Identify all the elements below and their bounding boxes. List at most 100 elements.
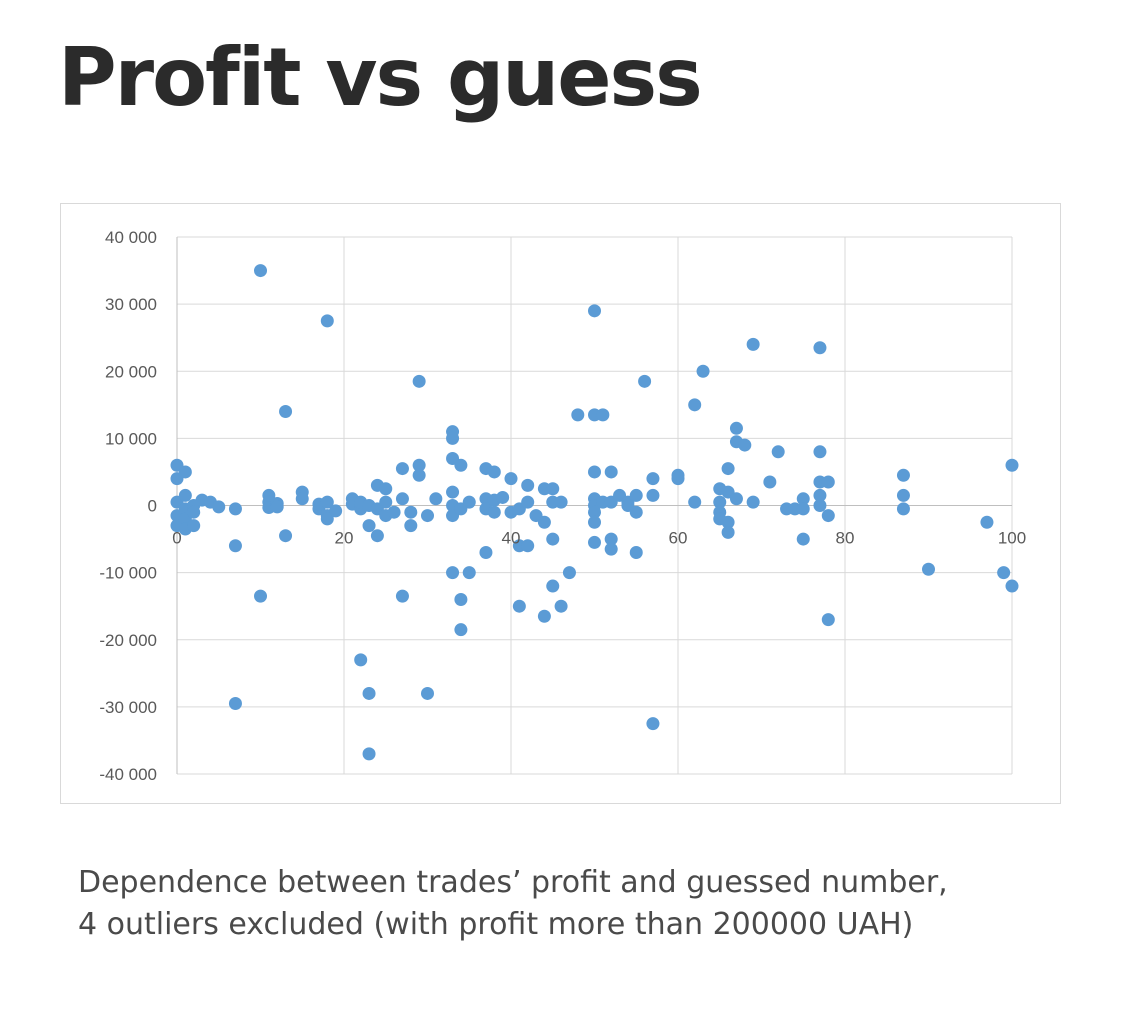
data-point (412, 374, 426, 388)
data-point (554, 599, 568, 613)
data-point (379, 482, 393, 496)
data-point (537, 515, 551, 529)
data-point (896, 468, 910, 482)
data-point (254, 589, 267, 603)
data-point (270, 500, 284, 514)
data-point (454, 458, 468, 472)
data-point (320, 512, 334, 526)
chart-tick-labels: 40 000 30 000 20 000 10 000 0 -10 000 -20 000 -… (99, 228, 1026, 784)
data-point (813, 341, 827, 355)
data-point (512, 599, 526, 613)
data-point (588, 515, 601, 529)
data-point (187, 519, 201, 533)
data-point (562, 566, 576, 580)
data-point (646, 488, 660, 502)
data-point (446, 485, 460, 499)
data-point (588, 304, 601, 318)
data-point (638, 374, 652, 388)
data-point (387, 505, 401, 519)
data-point (588, 465, 601, 479)
data-point (646, 717, 660, 731)
data-point (279, 405, 293, 419)
data-point (896, 502, 910, 516)
data-point (813, 445, 827, 459)
data-point (588, 535, 601, 549)
data-point (354, 653, 368, 667)
y-tick-label: 40 000 (105, 228, 157, 247)
data-point (320, 495, 334, 509)
data-point (738, 438, 752, 452)
data-point (320, 314, 334, 328)
data-point (688, 495, 702, 509)
data-point (496, 490, 510, 504)
data-point (980, 515, 994, 529)
data-point (629, 488, 643, 502)
data-point (521, 478, 535, 492)
data-point (421, 509, 434, 523)
data-point (721, 515, 735, 529)
data-point (404, 519, 418, 533)
data-point (604, 532, 618, 546)
data-point (813, 499, 827, 512)
data-point (178, 488, 192, 502)
data-point (295, 492, 309, 506)
data-point (729, 421, 743, 435)
y-tick-label: 0 (148, 497, 157, 516)
scatter-chart: 40 000 30 000 20 000 10 000 0 -10 000 -20 000 -… (99, 228, 1026, 784)
data-point (254, 264, 267, 278)
data-point (896, 488, 910, 502)
data-point (796, 492, 810, 506)
data-point (821, 613, 835, 627)
data-point (646, 472, 660, 486)
data-point (537, 609, 551, 623)
y-tick-label: -20 000 (99, 631, 157, 650)
data-point (379, 495, 393, 509)
data-point (521, 495, 535, 509)
chart-caption: Dependence between trades’ profit and gu… (78, 862, 1078, 946)
data-point (604, 542, 618, 556)
data-point (362, 686, 376, 700)
data-point (412, 458, 426, 472)
data-point (629, 505, 643, 519)
data-point (746, 495, 760, 509)
data-point (821, 509, 835, 523)
data-point (604, 465, 618, 479)
data-point (446, 431, 460, 445)
data-point (796, 532, 810, 546)
data-point (813, 488, 827, 502)
data-point (462, 495, 476, 509)
y-tick-label: -10 000 (99, 564, 157, 583)
x-tick-label: 20 (335, 529, 354, 548)
data-point (462, 566, 476, 580)
data-point (713, 495, 727, 509)
data-point (279, 529, 293, 543)
data-point (746, 337, 760, 351)
data-point (997, 566, 1011, 580)
caption-line-1: Dependence between trades’ profit and gu… (78, 865, 948, 900)
data-point (487, 505, 501, 519)
page-title: Profit vs guess (58, 31, 703, 124)
data-point (688, 398, 702, 412)
data-point (395, 589, 409, 603)
data-point (395, 462, 409, 476)
data-point (546, 532, 560, 546)
data-point (629, 545, 643, 559)
data-point (696, 364, 710, 378)
data-point (479, 545, 493, 559)
data-point (362, 519, 376, 533)
data-point (546, 482, 560, 496)
data-point (487, 465, 501, 479)
data-point (412, 468, 426, 482)
data-point (521, 539, 535, 553)
y-tick-label: 30 000 (105, 295, 157, 314)
data-point (329, 504, 343, 518)
x-tick-label: 60 (669, 529, 688, 548)
data-point (596, 408, 610, 422)
data-point (721, 525, 735, 539)
data-point (404, 505, 418, 519)
data-point (796, 502, 810, 516)
data-point (395, 492, 409, 506)
y-tick-label: -30 000 (99, 698, 157, 717)
data-point (370, 529, 384, 543)
data-point (671, 472, 685, 486)
